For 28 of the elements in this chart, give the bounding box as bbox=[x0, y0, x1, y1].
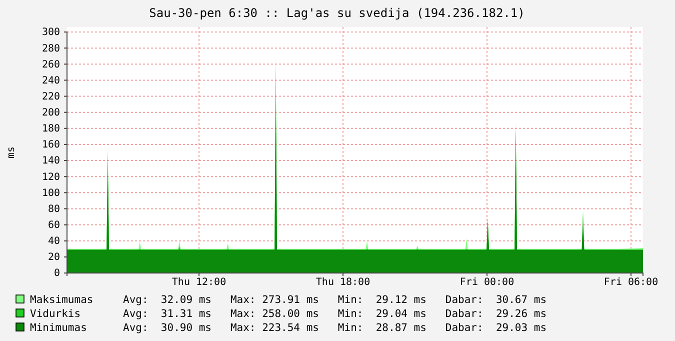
y-tick-label: 80 bbox=[48, 204, 60, 215]
x-tick-label: Fri 00:00 bbox=[460, 277, 514, 288]
y-tick-label: 40 bbox=[48, 236, 60, 248]
text: Avg: 32.09 ms Max: 273.91 ms Min: 29.12 ms Dabar: 30.67 ms bbox=[123, 294, 547, 306]
chart-title: Sau-30-pen 6:30 :: Lag'as su svedija (194.236.182.1) bbox=[149, 6, 525, 20]
x-tick-label: Fri 06:00 bbox=[604, 277, 658, 288]
x-tick-label: Thu 18:00 bbox=[316, 277, 370, 288]
y-tick-label: 160 bbox=[42, 140, 60, 151]
y-tick-label: 180 bbox=[42, 124, 60, 135]
y-tick-label: 240 bbox=[42, 75, 60, 86]
x-tick-label: Thu 12:00 bbox=[172, 277, 226, 288]
y-tick-label: 120 bbox=[42, 172, 60, 183]
y-tick-label: 260 bbox=[42, 59, 60, 70]
y-tick-label: 140 bbox=[42, 156, 60, 167]
y-tick-label: 300 bbox=[42, 27, 60, 38]
y-tick-label: 100 bbox=[42, 188, 60, 199]
y-tick-label: 220 bbox=[42, 91, 60, 102]
text: Avg: 31.31 ms Max: 258.00 ms Min: 29.04 ms Dabar: 29.26 ms bbox=[123, 308, 547, 320]
y-tick-label: 60 bbox=[48, 220, 60, 231]
text: Avg: 30.90 ms Max: 223.54 ms Min: 28.87 ms Dabar: 29.03 ms bbox=[123, 322, 547, 334]
legend-label: Maksimumas bbox=[30, 294, 94, 306]
y-tick-label: 20 bbox=[48, 252, 60, 264]
y-tick-label: 0 bbox=[54, 268, 60, 280]
y-tick-label: 280 bbox=[42, 43, 60, 54]
y-tick-label: 200 bbox=[42, 108, 60, 119]
legend-label: Vidurkis bbox=[30, 308, 81, 320]
legend-label: Minimumas bbox=[30, 322, 87, 334]
y-axis-title: ms bbox=[6, 146, 17, 159]
